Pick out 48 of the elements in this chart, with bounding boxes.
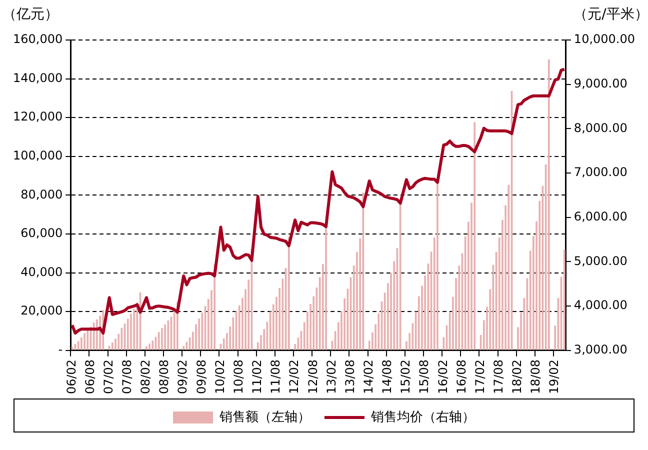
x-tick-label: 18/02: [510, 359, 524, 394]
x-tick-label: 09/08: [194, 359, 208, 394]
y2-tick-label: 8,000.00: [574, 120, 628, 135]
x-tick-label: 18/08: [528, 359, 543, 394]
x-tick-label: 13/02: [324, 359, 338, 394]
y2-tick-label: 3,000.00: [574, 342, 628, 357]
y-tick-label: 20,000: [20, 304, 63, 318]
x-tick-label: 06/08: [82, 359, 97, 394]
y2-tick-label: 5,000.00: [574, 254, 628, 268]
x-tick-label: 19/02: [547, 359, 562, 394]
x-tick-label: 13/08: [342, 359, 357, 394]
x-tick-label: 15/02: [398, 359, 413, 394]
x-tick-label: 11/08: [268, 359, 283, 394]
y2-tick-label: 6,000.00: [574, 210, 628, 224]
y-tick-label: 80,000: [20, 187, 63, 202]
x-tick-label: 06/02: [64, 359, 78, 394]
y-tick-label: 60,000: [20, 226, 63, 240]
x-tick-label: 17/08: [491, 359, 506, 394]
y2-tick-label: 4,000.00: [574, 298, 628, 312]
y-tick-label: 140,000: [13, 70, 63, 85]
legend-label: 销售额（左轴）: [218, 410, 310, 425]
legend-label: 销售均价（右轴）: [370, 410, 475, 425]
x-tick-label: 17/02: [472, 359, 487, 394]
x-tick-label: 11/02: [250, 359, 264, 394]
y-axis-title: （亿元）: [2, 6, 59, 23]
x-tick-label: 07/08: [120, 359, 134, 394]
x-tick-label: 10/02: [212, 359, 227, 394]
y-tick-label: 120,000: [13, 110, 63, 124]
x-tick-label: 10/08: [231, 359, 246, 394]
y-tick-label: -: [58, 342, 63, 357]
y2-tick-label: 7,000.00: [574, 165, 628, 180]
x-tick-label: 14/02: [361, 359, 376, 394]
y2-tick-label: 9,000.00: [574, 76, 628, 90]
y-tick-label: 160,000: [13, 32, 63, 46]
x-tick-label: 15/08: [417, 359, 432, 394]
x-tick-label: 12/08: [306, 359, 320, 394]
x-tick-label: 08/08: [157, 359, 172, 394]
y-tick-label: 100,000: [13, 148, 63, 163]
x-tick-label: 07/02: [101, 359, 116, 394]
x-tick-label: 14/08: [380, 359, 394, 394]
x-tick-label: 16/02: [436, 359, 450, 394]
x-tick-label: 08/02: [138, 359, 153, 394]
x-tick-label: 12/02: [287, 359, 302, 394]
x-tick-label: 09/02: [176, 359, 190, 394]
y2-tick-label: 10,000.00: [574, 32, 636, 46]
x-tick-label: 16/08: [454, 359, 468, 394]
y2-axis-title: （元/平米）: [574, 6, 648, 23]
y-tick-label: 40,000: [20, 264, 63, 279]
